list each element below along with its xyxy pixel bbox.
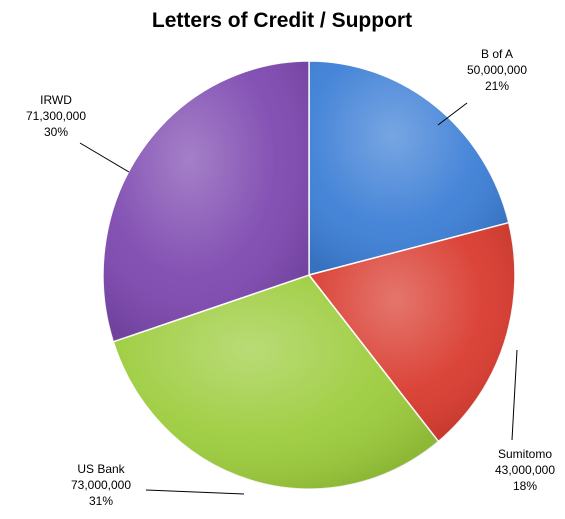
leader-line-irwd [79, 142, 130, 173]
slice-label-percent-b-of-a: 21% [485, 79, 509, 93]
slice-label-name-us-bank: US Bank [77, 462, 125, 476]
slice-label-value-us-bank: 73,000,000 [71, 478, 131, 492]
pie-slice-shading-sumitomo [309, 222, 515, 442]
pie-slice-shading-b-of-a [309, 61, 509, 275]
slice-label-value-irwd: 71,300,000 [26, 109, 86, 123]
slice-label-value-sumitomo: 43,000,000 [495, 463, 555, 477]
slice-labels: B of A 50,000,000 21% Sumitomo 43,000,000 18%… [26, 47, 555, 508]
leader-line-us-bank [145, 489, 245, 495]
slice-label-name-sumitomo: Sumitomo [498, 447, 552, 461]
slice-label-percent-irwd: 30% [44, 125, 68, 139]
slice-label-percent-sumitomo: 18% [513, 479, 537, 493]
slice-label-percent-us-bank: 31% [89, 494, 113, 508]
slice-label-name-b-of-a: B of A [481, 47, 513, 61]
chart-title: Letters of Credit / Support [152, 9, 412, 32]
pie-slice-shading-us-bank [113, 275, 439, 489]
pie-slice-shading-irwd [103, 61, 309, 342]
leader-line-b-of-a [437, 102, 468, 126]
pie-slices [102, 60, 516, 490]
leader-line-sumitomo [511, 349, 518, 441]
slice-label-value-b-of-a: 50,000,000 [467, 63, 527, 77]
slice-label-name-irwd: IRWD [40, 93, 72, 107]
leader-lines [79, 102, 518, 495]
